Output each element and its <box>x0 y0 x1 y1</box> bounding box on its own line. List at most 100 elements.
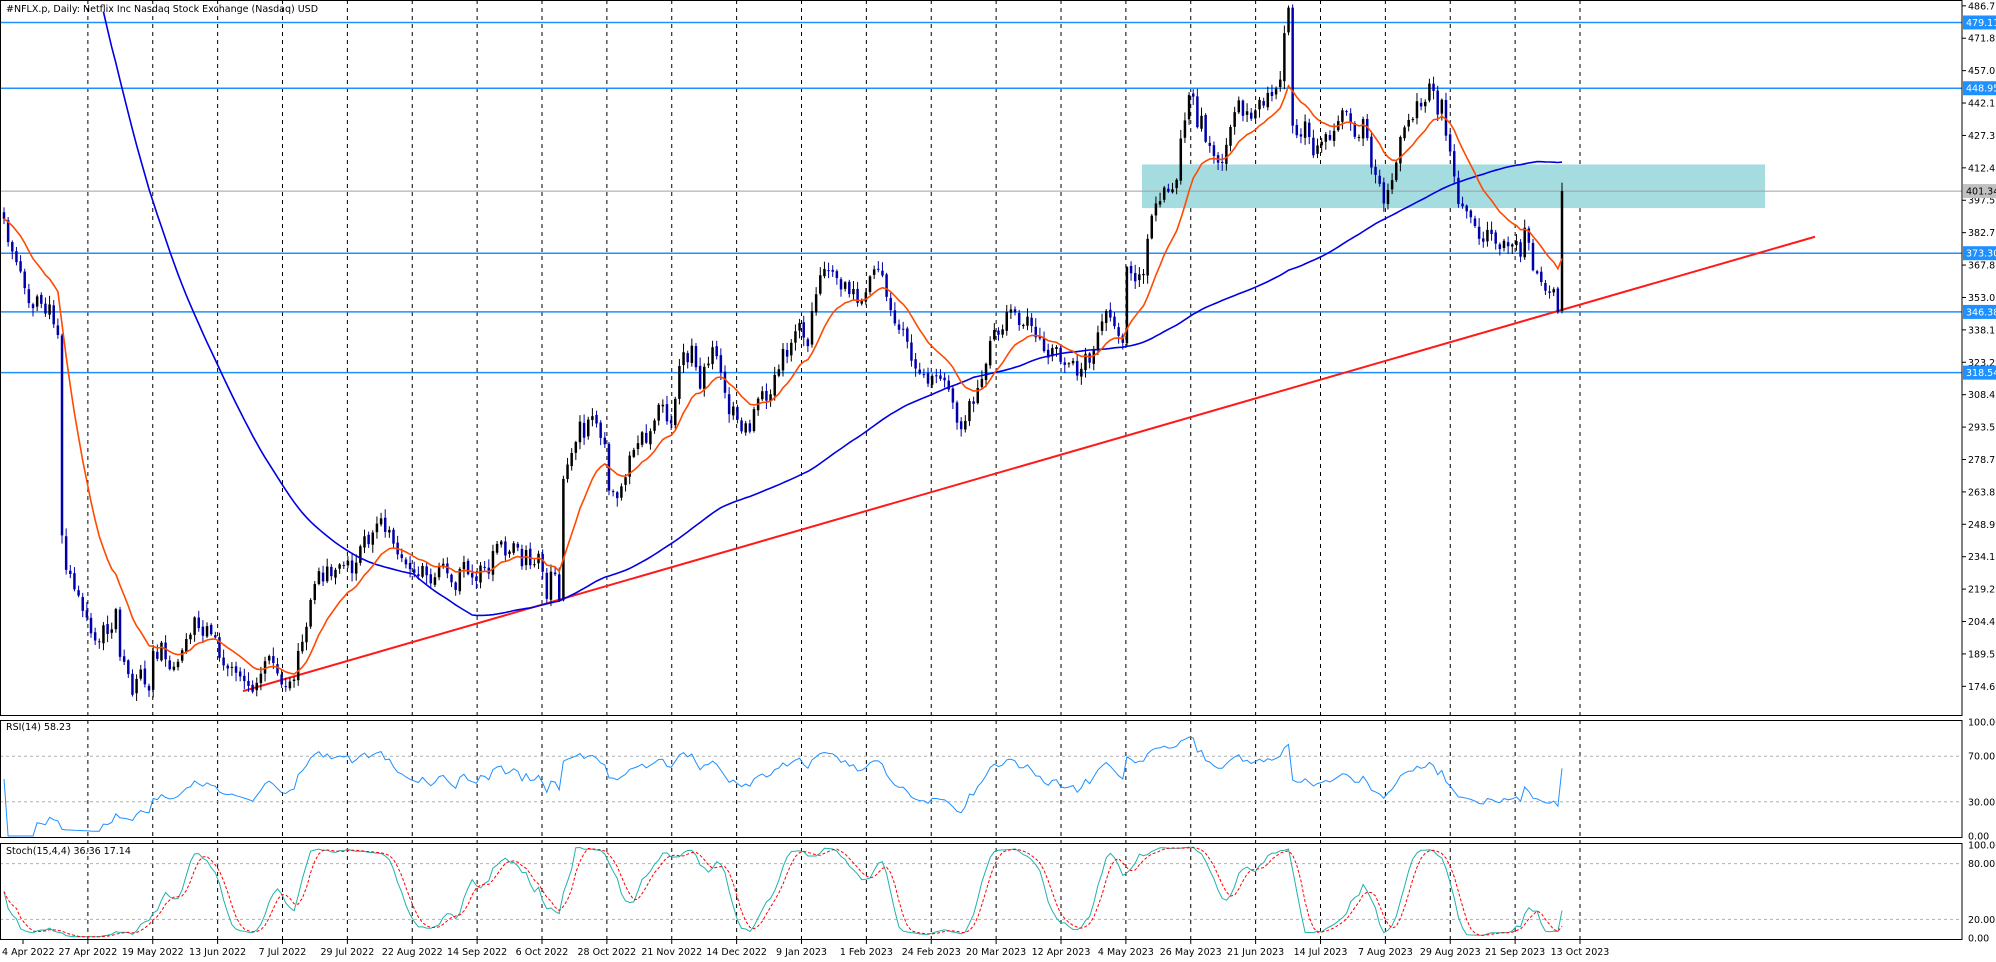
date-tick-label: 13 Oct 2023 <box>1551 947 1610 958</box>
date-tick-label: 24 Feb 2023 <box>902 947 961 958</box>
candle-body <box>276 664 279 674</box>
candle-body <box>52 305 55 325</box>
candle-body <box>1399 136 1402 164</box>
candle-body <box>23 271 26 289</box>
candle-body <box>794 331 797 343</box>
price-tick-label: 263.85 <box>1968 487 1996 498</box>
candle-body <box>1370 136 1373 168</box>
date-tick-label: 14 Dec 2022 <box>706 947 767 958</box>
level-tag <box>1963 15 1996 30</box>
candle-body <box>1183 120 1187 138</box>
candle-body <box>185 638 188 652</box>
candle-body <box>769 394 772 401</box>
candle-body <box>959 421 963 430</box>
candle-body <box>421 565 424 577</box>
candle-body <box>570 452 573 467</box>
candle-body <box>761 391 764 400</box>
candle-body <box>711 347 714 365</box>
level-tag <box>1963 365 1996 380</box>
candle-body <box>305 626 308 643</box>
candle-body <box>740 420 743 432</box>
rsi-tick-label: 30.00 <box>1968 797 1995 808</box>
candle-body <box>906 328 909 342</box>
candle-body <box>499 541 503 545</box>
candle-body <box>1225 144 1228 164</box>
candle-body <box>1075 361 1079 376</box>
date-tick-label: 6 Oct 2022 <box>516 947 569 958</box>
candle-body <box>388 529 391 533</box>
candle-body <box>566 464 569 480</box>
price-tick-label: 486.75 <box>1968 1 1996 12</box>
candle-body <box>139 669 142 679</box>
candle-body <box>209 624 213 635</box>
candle-body <box>868 276 872 292</box>
candle-body <box>1158 201 1162 205</box>
candle-body <box>1544 282 1547 291</box>
candle-body <box>1548 291 1551 293</box>
candle-body <box>483 566 486 568</box>
candle-body <box>11 242 14 252</box>
candle-body <box>864 292 868 302</box>
date-tick-label: 29 Aug 2023 <box>1420 947 1481 958</box>
candle-body <box>736 406 739 420</box>
candle-body <box>632 449 636 457</box>
candle-body <box>1291 7 1294 126</box>
candle-body <box>218 637 221 658</box>
candle-body <box>951 388 955 403</box>
candle-body <box>964 420 967 430</box>
date-tick-label: 4 Apr 2022 <box>2 947 55 958</box>
candle-body <box>1113 316 1116 327</box>
candle-body <box>843 282 847 289</box>
candle-body <box>131 673 134 695</box>
candle-body <box>470 573 474 578</box>
candle-body <box>222 657 225 666</box>
candle-body <box>1125 267 1129 344</box>
candle-body <box>77 590 80 596</box>
price-tick-label: 219.27 <box>1968 585 1996 596</box>
candle-body <box>1030 317 1033 327</box>
candle-body <box>922 374 926 376</box>
stoch-tick-label: 0.00 <box>1968 934 1989 945</box>
candle-body <box>1204 115 1207 142</box>
candle-body <box>102 625 105 644</box>
candle-body <box>114 609 118 630</box>
candle-body <box>1473 218 1477 226</box>
candle-body <box>230 666 234 668</box>
candle-body <box>533 564 536 566</box>
candle-body <box>180 650 184 661</box>
candle-body <box>1071 360 1075 364</box>
trendline <box>242 235 1816 693</box>
candle-body <box>599 422 602 438</box>
candle-body <box>164 642 167 660</box>
candle-body <box>243 675 246 682</box>
candle-body <box>31 304 35 309</box>
candle-body <box>645 432 648 443</box>
candle-body <box>1208 142 1212 146</box>
candle-body <box>98 641 101 643</box>
candle-body <box>226 665 229 669</box>
candle-body <box>678 365 681 399</box>
stoch-tick-label: 100.00 <box>1968 841 1996 852</box>
candle-body <box>214 635 217 638</box>
stoch-main-line <box>3 846 1563 938</box>
candle-body <box>1498 244 1502 250</box>
date-tick-label: 27 Apr 2022 <box>59 947 118 958</box>
candle-body <box>1233 112 1236 127</box>
candle-body <box>1299 134 1303 137</box>
candle-body <box>528 548 532 566</box>
candle-body <box>1328 135 1332 140</box>
candle-body <box>877 268 880 270</box>
candle-body <box>1556 288 1560 313</box>
candle-body <box>350 560 354 574</box>
candle-body <box>176 661 180 668</box>
candle-body <box>1287 7 1290 33</box>
date-tick-label: 21 Nov 2022 <box>641 947 702 958</box>
candle-body <box>723 371 727 393</box>
stoch-tick-label: 20.00 <box>1968 915 1995 926</box>
candle-body <box>935 375 938 377</box>
candle-body <box>296 650 300 681</box>
candle-body <box>852 288 855 295</box>
candle-body <box>661 404 665 407</box>
price-tick-label: 204.41 <box>1968 617 1996 628</box>
